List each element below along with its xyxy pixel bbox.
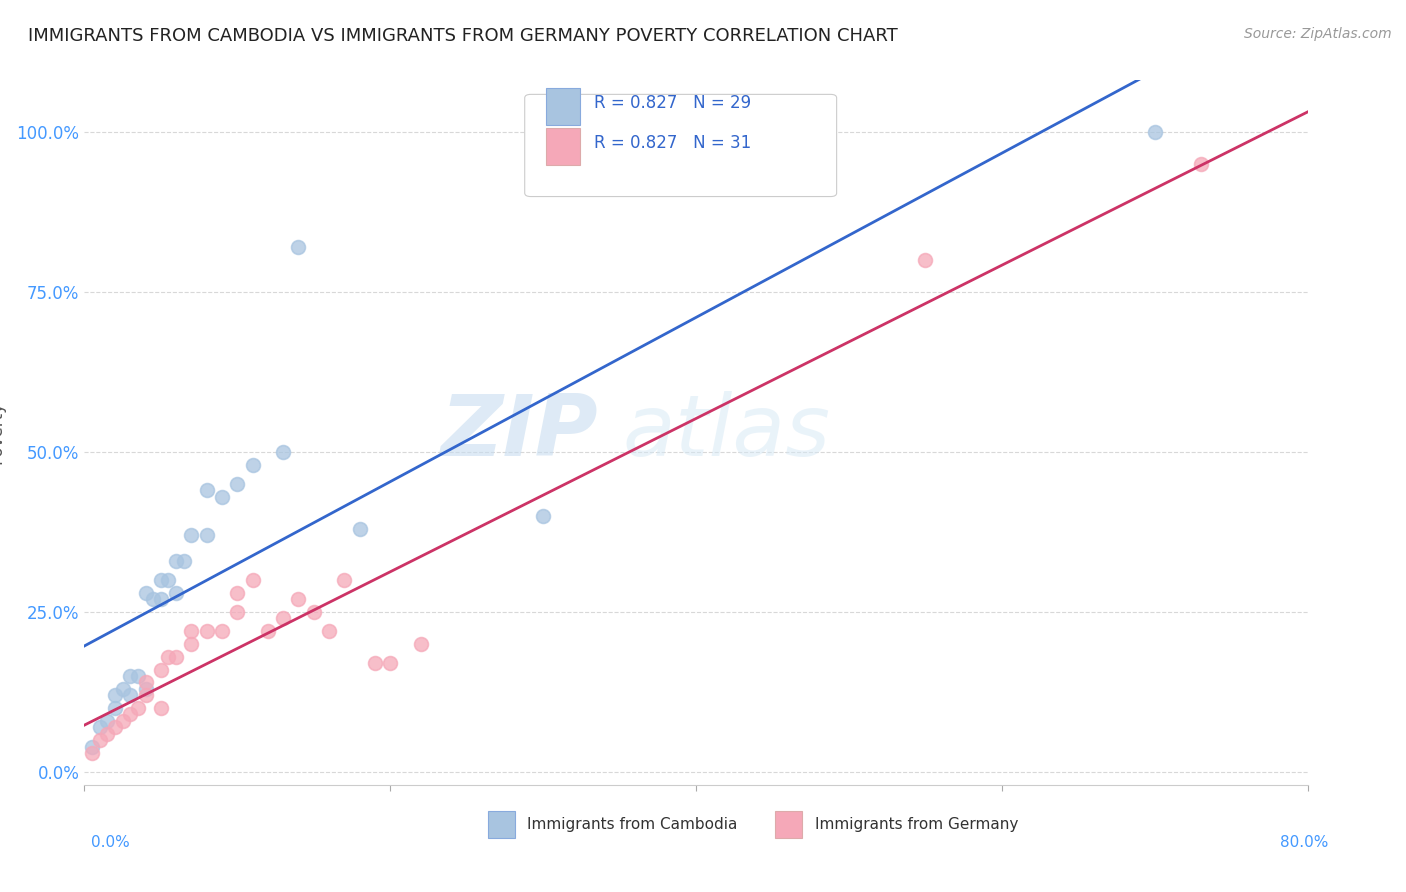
Point bbox=[149, 663, 172, 677]
Point bbox=[104, 720, 127, 734]
Point bbox=[104, 688, 127, 702]
FancyBboxPatch shape bbox=[488, 811, 515, 838]
Text: Immigrants from Germany: Immigrants from Germany bbox=[814, 817, 1018, 832]
Point bbox=[127, 701, 149, 715]
Point bbox=[149, 592, 172, 607]
Point bbox=[173, 554, 195, 568]
Point bbox=[195, 483, 218, 498]
Text: Source: ZipAtlas.com: Source: ZipAtlas.com bbox=[1244, 27, 1392, 41]
Point bbox=[180, 528, 202, 542]
Point bbox=[165, 554, 187, 568]
Point bbox=[111, 681, 134, 696]
Point bbox=[333, 573, 356, 587]
Point bbox=[142, 592, 165, 607]
Point bbox=[242, 458, 264, 472]
Point bbox=[96, 727, 118, 741]
Point bbox=[157, 649, 180, 664]
Point bbox=[287, 592, 309, 607]
Text: atlas: atlas bbox=[623, 391, 831, 475]
Point bbox=[211, 624, 233, 639]
Point bbox=[211, 490, 233, 504]
Point bbox=[318, 624, 340, 639]
Point bbox=[127, 669, 149, 683]
Point bbox=[409, 637, 432, 651]
Point bbox=[120, 688, 142, 702]
FancyBboxPatch shape bbox=[524, 95, 837, 196]
Point bbox=[120, 669, 142, 683]
Point bbox=[80, 746, 103, 760]
Point bbox=[104, 701, 127, 715]
Text: R = 0.827   N = 29: R = 0.827 N = 29 bbox=[595, 94, 752, 112]
Point bbox=[135, 688, 157, 702]
Point bbox=[195, 528, 218, 542]
Point bbox=[1143, 124, 1166, 138]
Point bbox=[149, 701, 172, 715]
Text: Immigrants from Cambodia: Immigrants from Cambodia bbox=[527, 817, 738, 832]
Point bbox=[287, 240, 309, 254]
Y-axis label: Poverty: Poverty bbox=[0, 401, 6, 464]
Point bbox=[364, 657, 387, 671]
Point bbox=[302, 605, 325, 619]
Point bbox=[89, 733, 111, 747]
Point bbox=[226, 605, 249, 619]
Point bbox=[257, 624, 280, 639]
Point bbox=[80, 739, 103, 754]
Point bbox=[165, 649, 187, 664]
Point bbox=[89, 720, 111, 734]
Text: 80.0%: 80.0% bbox=[1281, 836, 1329, 850]
FancyBboxPatch shape bbox=[546, 88, 579, 125]
Point bbox=[195, 624, 218, 639]
Point bbox=[135, 586, 157, 600]
Point bbox=[165, 586, 187, 600]
Point bbox=[531, 508, 554, 523]
Point bbox=[111, 714, 134, 728]
Point bbox=[226, 586, 249, 600]
Point bbox=[96, 714, 118, 728]
Point bbox=[349, 522, 371, 536]
Point bbox=[271, 445, 294, 459]
Point bbox=[226, 476, 249, 491]
Point bbox=[135, 675, 157, 690]
Point bbox=[157, 573, 180, 587]
Point bbox=[1189, 156, 1212, 170]
Point bbox=[914, 252, 936, 267]
Text: ZIP: ZIP bbox=[440, 391, 598, 475]
Text: IMMIGRANTS FROM CAMBODIA VS IMMIGRANTS FROM GERMANY POVERTY CORRELATION CHART: IMMIGRANTS FROM CAMBODIA VS IMMIGRANTS F… bbox=[28, 27, 898, 45]
Text: 0.0%: 0.0% bbox=[91, 836, 131, 850]
Point bbox=[242, 573, 264, 587]
Point bbox=[149, 573, 172, 587]
Text: R = 0.827   N = 31: R = 0.827 N = 31 bbox=[595, 134, 752, 152]
Point bbox=[180, 637, 202, 651]
Point bbox=[271, 611, 294, 625]
Point bbox=[380, 657, 402, 671]
Point bbox=[180, 624, 202, 639]
Point bbox=[135, 681, 157, 696]
FancyBboxPatch shape bbox=[776, 811, 803, 838]
FancyBboxPatch shape bbox=[546, 128, 579, 165]
Point bbox=[120, 707, 142, 722]
